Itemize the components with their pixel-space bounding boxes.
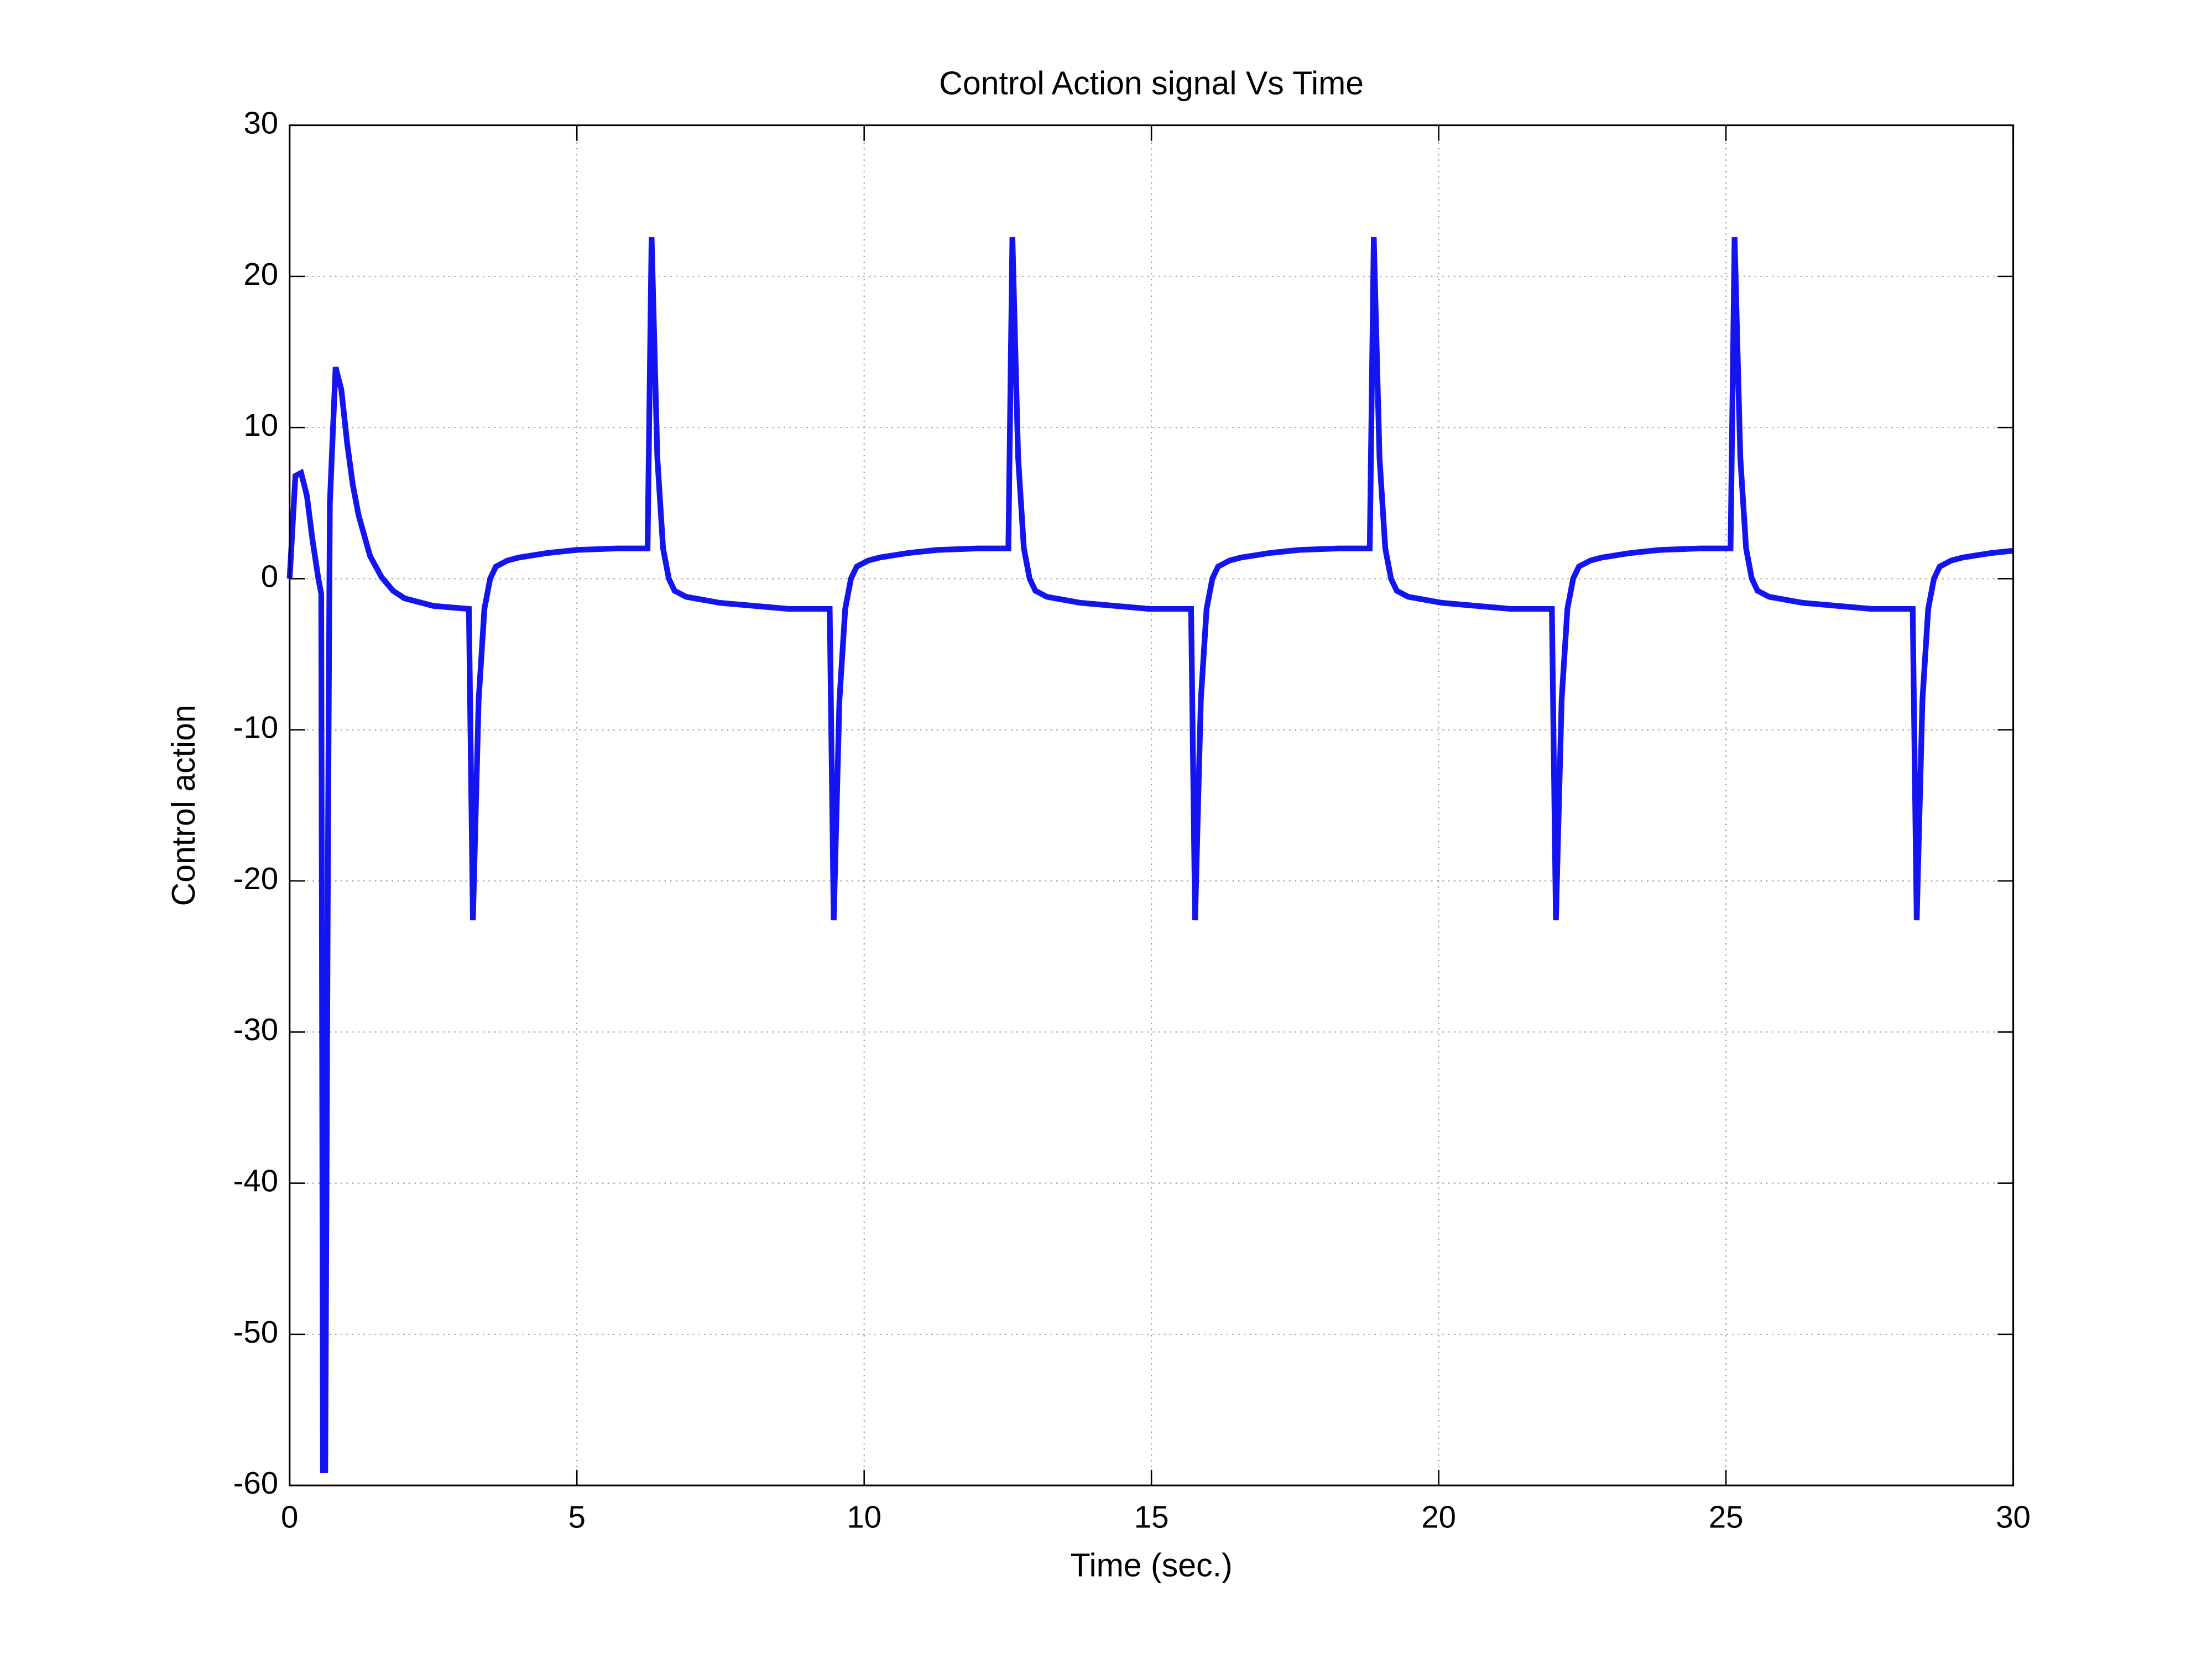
y-tick-label: -10 [233,710,279,745]
x-tick-label: 15 [1134,1500,1169,1535]
y-tick-label: -30 [233,1012,279,1047]
x-tick-label: 0 [281,1500,298,1535]
y-tick-label: 20 [243,257,278,291]
y-tick-label: -20 [233,861,279,896]
x-tick-label: 20 [1421,1500,1456,1535]
ticks: 0 5 10 15 20 25 30 -60 -50 -40 -30 -20 -10 0 10 20 30 [233,105,2031,1534]
y-tick-label: 0 [261,559,278,593]
x-tick-label: 10 [847,1500,881,1535]
y-tick-label: 10 [243,408,278,442]
x-axis-label: Time (sec.) [1071,1547,1233,1584]
data-line [286,237,2014,1473]
y-tick-label: 30 [243,105,278,140]
y-axis-label: Control action [165,705,202,906]
y-tick-label: -60 [233,1465,279,1500]
x-tick-label: 30 [1996,1500,2031,1535]
plot-area [286,237,2014,1473]
x-tick-label: 5 [568,1500,586,1535]
x-tick-label: 25 [1709,1500,1744,1535]
y-tick-label: -50 [233,1314,279,1349]
y-tick-label: -40 [233,1163,279,1198]
chart-title: Control Action signal Vs Time [939,65,1364,101]
